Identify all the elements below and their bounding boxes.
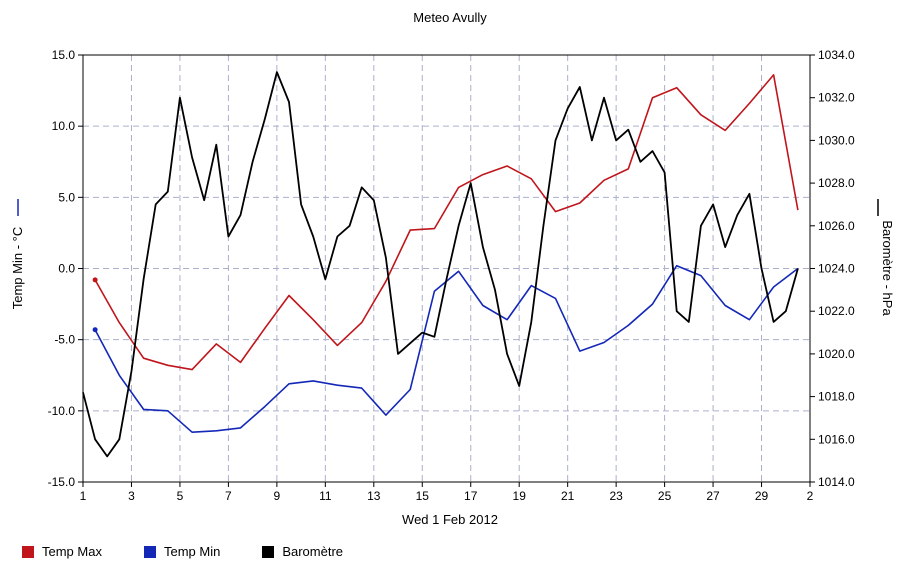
chart-title: Meteo Avully	[413, 10, 487, 25]
y-right-tick-label: 1026.0	[818, 219, 855, 233]
y-left-tick-label: -10.0	[48, 404, 76, 418]
y-left-tick-label: 0.0	[58, 262, 75, 276]
x-tick-label: 1	[80, 489, 87, 503]
series-start-point-temp-min	[92, 327, 98, 333]
x-tick-label: 11	[319, 489, 332, 503]
x-tick-label: 15	[416, 489, 430, 503]
x-tick-label: 17	[464, 489, 478, 503]
x-tick-label: 5	[177, 489, 184, 503]
y-right-tick-label: 1028.0	[818, 176, 855, 190]
legend-item-barometre: Baromètre	[262, 544, 343, 559]
x-axis: 1 3 5 7 9 11 13 15 17 19 21 23 25 27 29 2	[80, 482, 814, 503]
legend-label-barometre: Baromètre	[282, 544, 344, 559]
y-right-tick-label: 1014.0	[818, 475, 855, 489]
x-tick-label: 29	[755, 489, 769, 503]
y-left-tick-label: 10.0	[52, 119, 76, 133]
y-left-tick-label: -5.0	[54, 333, 75, 347]
y-axis-left-label: Temp Min - °C	[10, 227, 25, 310]
x-axis-label: Wed 1 Feb 2012	[402, 512, 498, 527]
x-tick-label: 3	[128, 489, 135, 503]
series-line-barom-tre	[82, 71, 799, 458]
y-right-tick-label: 1030.0	[818, 133, 855, 147]
y-axis-right: 1014.0 1016.0 1018.0 1020.0 1022.0 1024.0 1026…	[810, 48, 855, 489]
x-tick-label: 25	[658, 489, 672, 503]
y-left-tick-label: -15.0	[48, 475, 76, 489]
legend-item-temp-max: Temp Max	[22, 544, 102, 559]
grid	[83, 55, 810, 482]
y-left-tick-label: 15.0	[52, 48, 76, 62]
y-right-tick-label: 1022.0	[818, 304, 855, 318]
x-tick-label: 7	[225, 489, 232, 503]
y-left-tick-label: 5.0	[58, 190, 75, 204]
y-right-tick-label: 1018.0	[818, 390, 855, 404]
legend-label-temp-max: Temp Max	[42, 544, 102, 559]
legend-swatch-barometre	[262, 545, 275, 558]
series-layer	[82, 71, 799, 458]
y-right-tick-label: 1016.0	[818, 432, 855, 446]
x-tick-label: 27	[706, 489, 720, 503]
y-right-tick-label: 1024.0	[818, 262, 855, 276]
legend: Temp Max Temp Min Baromètre	[22, 544, 385, 559]
series-line-temp-max	[94, 74, 799, 371]
legend-label-temp-min: Temp Min	[163, 544, 221, 559]
legend-swatch-temp-max	[22, 545, 34, 558]
x-tick-label: 13	[367, 489, 381, 503]
x-tick-label: 21	[561, 489, 575, 503]
x-tick-label: 2	[807, 489, 814, 503]
x-tick-label: 19	[513, 489, 527, 503]
x-tick-label: 23	[609, 489, 623, 503]
y-axis-left: -15.0 -10.0 -5.0 0.0 5.0 10.0 15.0	[48, 48, 83, 489]
legend-swatch-temp-min	[143, 545, 156, 558]
series-start-point-temp-max	[92, 277, 98, 283]
y-axis-right-label: Baromètre - hPa	[880, 220, 895, 316]
y-right-tick-label: 1020.0	[818, 347, 855, 361]
y-right-tick-label: 1032.0	[818, 91, 855, 105]
x-tick-label: 9	[274, 489, 281, 503]
legend-item-temp-min: Temp Min	[143, 544, 221, 559]
y-right-tick-label: 1034.0	[818, 48, 855, 62]
